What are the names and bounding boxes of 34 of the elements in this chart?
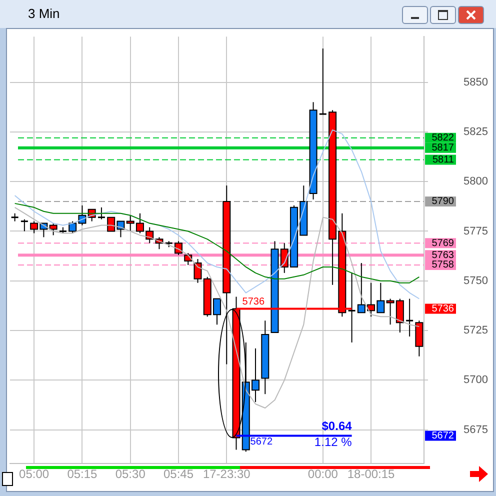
- chart-title: 3 Min: [28, 6, 60, 21]
- x-tick-label: 05:15: [67, 467, 98, 482]
- x-tick-label: 00:00: [308, 467, 338, 482]
- x-tick-label: 17-23:30: [202, 467, 251, 482]
- x-tick-label: 05:00: [19, 467, 50, 482]
- ref-line-label: 5817: [432, 142, 454, 154]
- y-tick-label: 5850: [464, 76, 488, 88]
- annotation: $0.64: [322, 419, 352, 434]
- ref-line-label: 5811: [432, 154, 454, 166]
- ref-line-label: 5758: [432, 260, 454, 271]
- y-tick-label: 5750: [464, 274, 488, 287]
- ref-line-label: 5763: [432, 250, 454, 261]
- candlestick: [348, 272, 356, 343]
- y-tick-label: 5725: [464, 324, 488, 337]
- candlestick: [98, 206, 105, 220]
- series-label: 5736: [242, 296, 265, 308]
- y-tick-label: 5700: [464, 374, 488, 386]
- y-tick-label: 5825: [464, 126, 488, 138]
- ref-line-label: 5790: [432, 196, 454, 208]
- y-tick-label: 5675: [464, 424, 488, 436]
- x-tick-label: 18-00:15: [347, 467, 396, 482]
- candlestick: [20, 218, 28, 232]
- y-tick-label: 5800: [464, 176, 488, 188]
- text: 5736: [432, 303, 454, 314]
- series-label: 5672: [250, 436, 273, 448]
- candlestick: [319, 48, 326, 115]
- annotation: 1.12 %: [314, 435, 352, 450]
- ref-line-label: 5822: [432, 132, 454, 144]
- candlestick: [406, 298, 414, 337]
- text: 5672: [432, 430, 454, 442]
- x-tick-label: 05:30: [115, 467, 146, 482]
- ref-line-label: 5769: [432, 238, 454, 249]
- x-tick-label: 05:45: [163, 467, 194, 482]
- y-tick-label: 5775: [464, 225, 488, 238]
